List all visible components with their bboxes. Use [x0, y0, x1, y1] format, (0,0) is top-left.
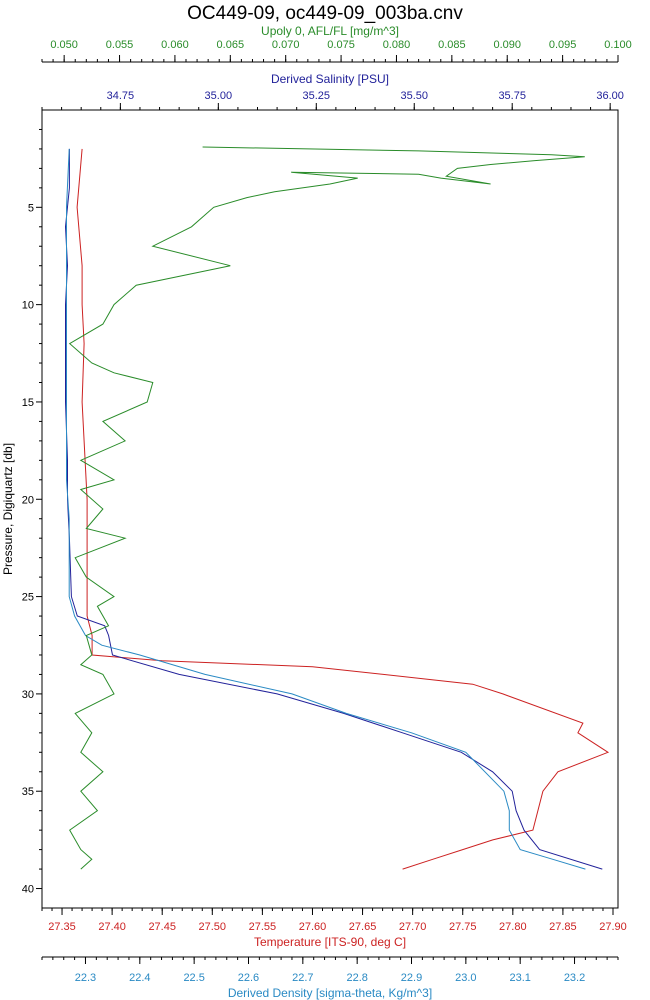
tick-label-density: 23.1: [509, 972, 530, 984]
tick-label-pressure: 5: [28, 202, 34, 214]
tick-label-fluor: 0.050: [50, 39, 78, 51]
tick-label-fluor: 0.055: [106, 39, 134, 51]
chart-title: OC449-09, oc449-09_003ba.cnv: [187, 3, 463, 24]
tick-label-fluor: 0.090: [493, 39, 521, 51]
axis-title-fluor: Upoly 0, AFL/FL [mg/m^3]: [261, 24, 399, 38]
tick-label-density: 22.6: [238, 972, 259, 984]
tick-label-temperature: 27.40: [98, 921, 126, 933]
tick-label-temperature: 27.85: [549, 921, 577, 933]
axis-density: 22.3 22.4 22.5 22.6 22.7 22.8 22.9 23.0 23.1 23.2…: [41, 956, 619, 1000]
tick-label-salinity: 36.00: [596, 90, 624, 102]
tick-label-pressure: 30: [22, 689, 34, 701]
tick-label-temperature: 27.50: [199, 921, 227, 933]
series-line-density: [66, 148, 586, 870]
tick-label-temperature: 27.80: [499, 921, 527, 933]
tick-label-fluor: 0.065: [217, 39, 245, 51]
axis-title-density: Derived Density [sigma-theta, Kg/m^3]: [228, 986, 432, 1000]
tick-label-fluor: 0.095: [549, 39, 577, 51]
tick-label-temperature: 27.55: [249, 921, 277, 933]
tick-label-density: 23.0: [455, 972, 476, 984]
plot-frame: [41, 109, 619, 909]
series-line-salinity: [64, 148, 603, 870]
axis-temperature: 27.35 27.40 27.45 27.50 27.55 27.60 27.65 27.70…: [41, 908, 627, 949]
axes-layer: 0.050 0.055 0.060 0.065 0.070 0.075 0.080 0.085…: [1, 24, 632, 1000]
tick-label-salinity: 35.25: [303, 90, 331, 102]
tick-label-fluor: 0.075: [327, 39, 355, 51]
tick-label-density: 22.5: [183, 972, 204, 984]
tick-label-temperature: 27.45: [148, 921, 176, 933]
tick-label-temperature: 27.90: [599, 921, 627, 933]
series-layer: [64, 146, 610, 870]
tick-label-salinity: 34.75: [107, 90, 135, 102]
tick-label-fluor: 0.100: [604, 39, 632, 51]
tick-label-density: 22.4: [129, 972, 150, 984]
tick-label-salinity: 35.00: [205, 90, 233, 102]
axis-pressure: 5 10 15 20 25 30 35 40 Pressure, Digiquartz [db]: [1, 128, 42, 896]
tick-label-temperature: 27.70: [399, 921, 427, 933]
tick-label-density: 22.3: [75, 972, 96, 984]
axis-salinity: 34.75 35.00 35.25 35.50 35.75 36.00 Derived Sa…: [41, 72, 624, 110]
tick-label-pressure: 25: [22, 592, 34, 604]
tick-label-density: 23.2: [564, 972, 585, 984]
tick-label-pressure: 35: [22, 786, 34, 798]
axis-title-temperature: Temperature [ITS-90, deg C]: [254, 935, 406, 949]
tick-label-density: 22.8: [346, 972, 367, 984]
tick-label-density: 22.9: [401, 972, 422, 984]
tick-label-pressure: 10: [22, 300, 34, 312]
tick-label-temperature: 27.65: [349, 921, 377, 933]
tick-label-fluor: 0.080: [383, 39, 411, 51]
tick-label-pressure: 40: [22, 884, 34, 896]
tick-label-temperature: 27.60: [299, 921, 327, 933]
tick-label-fluor: 0.060: [161, 39, 189, 51]
axis-fluor: 0.050 0.055 0.060 0.065 0.070 0.075 0.080 0.085…: [41, 24, 632, 63]
tick-label-fluor: 0.085: [438, 39, 466, 51]
tick-label-salinity: 35.75: [498, 90, 526, 102]
tick-label-temperature: 27.35: [48, 921, 76, 933]
axis-title-salinity: Derived Salinity [PSU]: [271, 72, 389, 86]
tick-label-pressure: 15: [22, 397, 34, 409]
axis-title-pressure: Pressure, Digiquartz [db]: [1, 443, 15, 575]
tick-label-temperature: 27.75: [449, 921, 477, 933]
tick-label-fluor: 0.070: [272, 39, 300, 51]
tick-label-density: 22.7: [292, 972, 313, 984]
tick-label-salinity: 35.50: [400, 90, 428, 102]
tick-label-pressure: 20: [22, 494, 34, 506]
series-line-temperature: [76, 148, 610, 870]
series-line-fluor: [68, 146, 585, 870]
